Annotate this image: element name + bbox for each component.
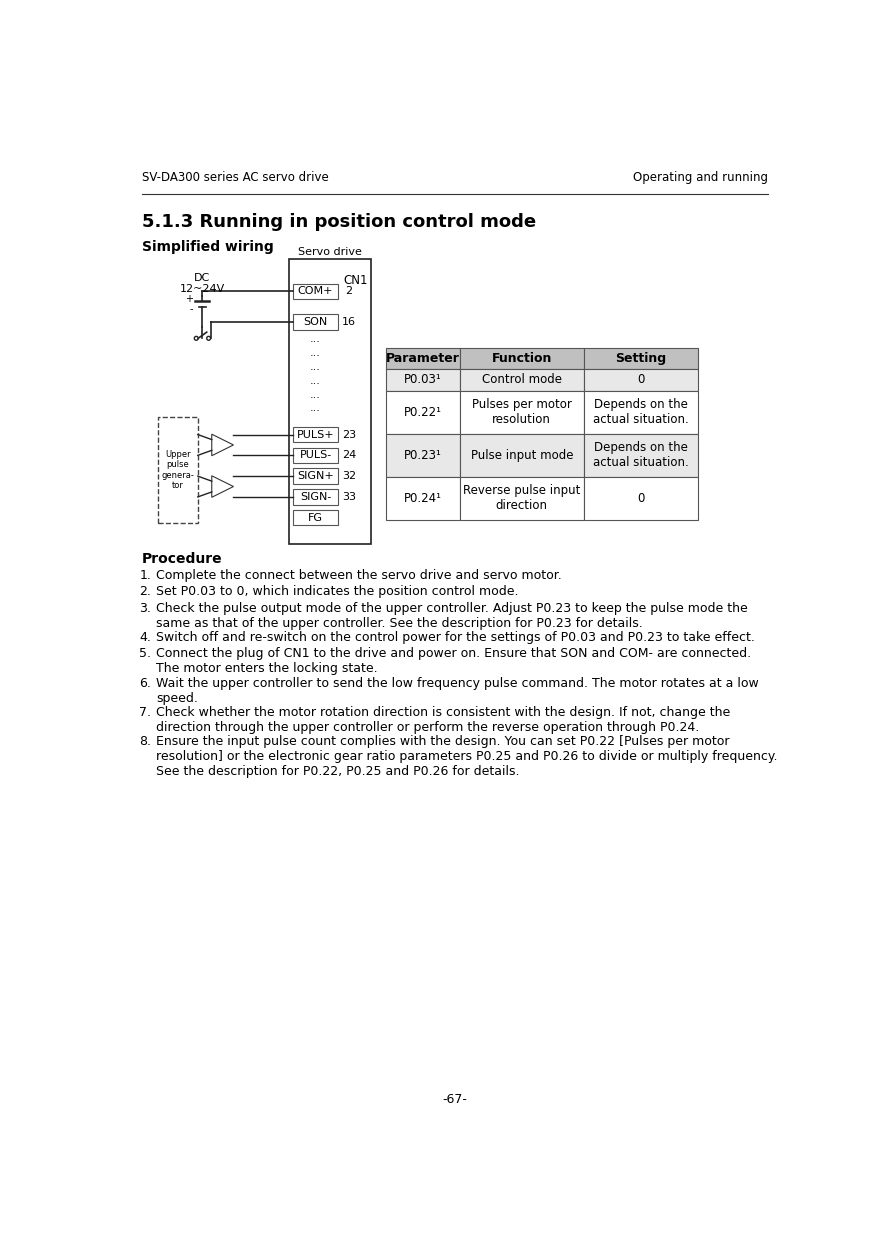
Bar bbox=[293, 447, 338, 464]
Text: P0.23¹: P0.23¹ bbox=[404, 449, 442, 462]
Text: -: - bbox=[190, 304, 194, 314]
Text: Procedure: Procedure bbox=[142, 552, 223, 566]
Bar bbox=[289, 260, 370, 544]
Text: PULS+: PULS+ bbox=[297, 430, 335, 440]
Text: Simplified wiring: Simplified wiring bbox=[142, 239, 274, 253]
Text: Connect the plug of CN1 to the drive and power on. Ensure that SON and COM- are : Connect the plug of CN1 to the drive and… bbox=[156, 648, 751, 675]
Bar bbox=[460, 369, 583, 391]
Text: 0: 0 bbox=[638, 373, 645, 387]
Bar bbox=[583, 478, 699, 520]
Text: Operating and running: Operating and running bbox=[633, 170, 768, 184]
Text: COM+: COM+ bbox=[297, 286, 333, 296]
Text: Ensure the input pulse count complies with the design. You can set P0.22 [Pulses: Ensure the input pulse count complies wi… bbox=[156, 736, 778, 779]
Text: ...: ... bbox=[310, 334, 321, 344]
Text: SV-DA300 series AC servo drive: SV-DA300 series AC servo drive bbox=[142, 170, 329, 184]
Bar bbox=[460, 433, 583, 478]
Text: SON: SON bbox=[304, 318, 328, 328]
Text: P0.24¹: P0.24¹ bbox=[404, 491, 442, 505]
Bar bbox=[583, 348, 699, 369]
Text: ...: ... bbox=[310, 348, 321, 358]
Text: Switch off and re-switch on the control power for the settings of P0.03 and P0.2: Switch off and re-switch on the control … bbox=[156, 631, 755, 644]
Text: 6.: 6. bbox=[139, 677, 151, 689]
Text: P0.22¹: P0.22¹ bbox=[404, 406, 442, 418]
Bar bbox=[460, 478, 583, 520]
Text: Check the pulse output mode of the upper controller. Adjust P0.23 to keep the pu: Check the pulse output mode of the upper… bbox=[156, 602, 748, 630]
Text: 5.1.3 Running in position control mode: 5.1.3 Running in position control mode bbox=[142, 213, 536, 231]
Text: ...: ... bbox=[310, 403, 321, 413]
Text: P0.03¹: P0.03¹ bbox=[404, 373, 442, 387]
Text: -67-: -67- bbox=[442, 1094, 468, 1106]
Bar bbox=[293, 489, 338, 504]
Text: Set P0.03 to 0, which indicates the position control mode.: Set P0.03 to 0, which indicates the posi… bbox=[156, 585, 519, 598]
Text: Parameter: Parameter bbox=[386, 352, 460, 365]
Text: Complete the connect between the servo drive and servo motor.: Complete the connect between the servo d… bbox=[156, 568, 562, 582]
Text: SIGN+: SIGN+ bbox=[297, 471, 334, 481]
Text: 3.: 3. bbox=[139, 602, 151, 615]
Text: 33: 33 bbox=[342, 491, 356, 501]
Bar bbox=[293, 315, 338, 330]
Text: Pulses per motor
resolution: Pulses per motor resolution bbox=[472, 398, 572, 426]
Text: 5.: 5. bbox=[139, 648, 151, 660]
Text: 1.: 1. bbox=[139, 568, 151, 582]
Text: Depends on the
actual situation.: Depends on the actual situation. bbox=[593, 441, 689, 470]
Bar bbox=[386, 348, 460, 369]
Bar bbox=[386, 478, 460, 520]
Bar bbox=[583, 391, 699, 433]
Bar bbox=[293, 427, 338, 442]
Text: 4.: 4. bbox=[139, 631, 151, 644]
Text: 16: 16 bbox=[342, 318, 356, 328]
Text: Reverse pulse input
direction: Reverse pulse input direction bbox=[463, 485, 581, 513]
Text: 7.: 7. bbox=[139, 706, 151, 719]
Text: 8.: 8. bbox=[139, 736, 151, 748]
Text: ...: ... bbox=[310, 389, 321, 399]
Bar bbox=[386, 369, 460, 391]
Text: 2: 2 bbox=[345, 286, 353, 296]
Text: ...: ... bbox=[310, 375, 321, 386]
Text: 32: 32 bbox=[342, 471, 356, 481]
Text: ...: ... bbox=[310, 362, 321, 372]
Text: FG: FG bbox=[308, 513, 323, 523]
Text: Wait the upper controller to send the low frequency pulse command. The motor rot: Wait the upper controller to send the lo… bbox=[156, 677, 758, 704]
Text: Setting: Setting bbox=[615, 352, 667, 365]
Text: SIGN-: SIGN- bbox=[300, 491, 331, 501]
Polygon shape bbox=[211, 435, 234, 456]
Text: 2.: 2. bbox=[139, 585, 151, 598]
Text: Upper
pulse
genera-
tor: Upper pulse genera- tor bbox=[162, 450, 194, 490]
Text: DC
12~24V: DC 12~24V bbox=[180, 273, 225, 295]
Text: PULS-: PULS- bbox=[299, 450, 332, 460]
Text: Depends on the
actual situation.: Depends on the actual situation. bbox=[593, 398, 689, 426]
Bar bbox=[460, 391, 583, 433]
Polygon shape bbox=[211, 476, 234, 498]
Text: Control mode: Control mode bbox=[482, 373, 562, 387]
Bar bbox=[583, 369, 699, 391]
Text: +: + bbox=[186, 294, 194, 304]
Text: 0: 0 bbox=[638, 491, 645, 505]
Text: Check whether the motor rotation direction is consistent with the design. If not: Check whether the motor rotation directi… bbox=[156, 706, 730, 735]
Text: Servo drive: Servo drive bbox=[298, 247, 362, 257]
Text: 23: 23 bbox=[342, 430, 356, 440]
Bar bbox=[386, 391, 460, 433]
Bar bbox=[583, 433, 699, 478]
Text: CN1: CN1 bbox=[343, 275, 368, 287]
Bar bbox=[293, 510, 338, 525]
Bar bbox=[293, 469, 338, 484]
Text: 24: 24 bbox=[342, 450, 356, 460]
Text: Function: Function bbox=[492, 352, 552, 365]
Bar bbox=[460, 348, 583, 369]
Text: Pulse input mode: Pulse input mode bbox=[471, 449, 573, 462]
Bar bbox=[157, 417, 198, 523]
Bar bbox=[293, 284, 338, 299]
Bar bbox=[386, 433, 460, 478]
